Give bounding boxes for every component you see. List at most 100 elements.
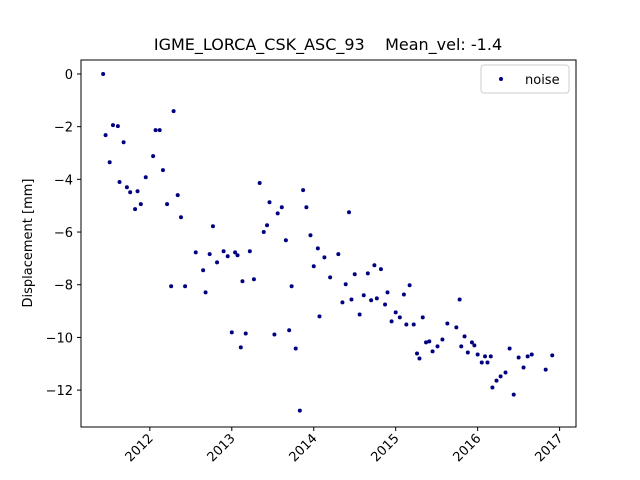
point xyxy=(393,310,398,315)
point xyxy=(462,334,467,339)
point xyxy=(404,322,409,327)
point xyxy=(275,211,280,216)
point xyxy=(272,332,277,337)
point xyxy=(494,378,499,383)
point xyxy=(135,189,140,194)
point xyxy=(283,238,288,243)
point xyxy=(498,374,503,379)
point xyxy=(457,297,462,302)
point xyxy=(115,124,120,129)
point xyxy=(511,392,516,397)
point xyxy=(490,385,495,390)
point xyxy=(143,175,148,180)
point xyxy=(525,354,530,359)
point xyxy=(336,252,341,257)
point xyxy=(311,264,316,269)
point xyxy=(240,279,245,284)
point xyxy=(151,154,156,159)
point xyxy=(265,223,270,228)
point xyxy=(454,325,459,330)
point xyxy=(238,345,243,350)
point xyxy=(153,128,158,133)
point xyxy=(235,253,240,258)
point xyxy=(343,282,348,287)
point xyxy=(472,343,477,348)
point xyxy=(529,352,534,357)
point xyxy=(251,277,256,282)
point xyxy=(165,202,170,207)
point xyxy=(365,271,370,276)
point xyxy=(243,331,248,336)
point xyxy=(346,210,351,215)
point xyxy=(459,344,464,349)
point xyxy=(133,207,138,212)
point xyxy=(383,302,388,307)
point xyxy=(372,263,377,268)
point xyxy=(315,246,320,251)
point xyxy=(178,215,183,220)
point xyxy=(225,254,230,259)
point xyxy=(175,193,180,198)
point xyxy=(121,140,126,145)
point xyxy=(445,321,450,326)
point xyxy=(411,322,416,327)
point xyxy=(301,188,306,193)
point xyxy=(101,71,106,76)
point xyxy=(550,353,555,358)
point xyxy=(407,283,412,288)
point xyxy=(349,297,354,302)
point xyxy=(160,168,165,173)
point xyxy=(440,337,445,342)
point xyxy=(485,360,490,365)
point xyxy=(483,354,488,359)
point xyxy=(289,284,294,289)
point xyxy=(357,312,362,317)
point xyxy=(420,315,425,320)
point xyxy=(207,252,212,257)
point xyxy=(469,340,474,345)
point xyxy=(201,268,206,273)
point xyxy=(233,250,238,255)
point xyxy=(229,330,234,335)
y-axis-label: Displacement [mm] xyxy=(21,179,36,308)
point xyxy=(397,315,402,320)
point xyxy=(352,272,357,277)
point xyxy=(210,224,215,229)
point xyxy=(401,292,406,297)
point xyxy=(543,367,548,372)
point xyxy=(267,200,272,205)
point xyxy=(317,314,322,319)
point xyxy=(247,249,252,254)
point xyxy=(340,300,345,305)
y-tick-label: −4 xyxy=(54,173,73,188)
point xyxy=(293,346,298,351)
point xyxy=(369,298,374,303)
point xyxy=(193,250,198,255)
point xyxy=(415,351,420,356)
plot-frame xyxy=(80,59,577,428)
point xyxy=(374,296,379,301)
point xyxy=(287,328,292,333)
point xyxy=(261,230,266,235)
y-tick-label: 0 xyxy=(65,68,73,83)
point xyxy=(257,181,262,186)
point xyxy=(385,290,390,295)
point xyxy=(424,340,429,345)
point xyxy=(322,255,327,260)
legend-label: noise xyxy=(525,73,560,88)
point xyxy=(308,233,313,238)
point xyxy=(183,284,188,289)
y-tick-label: −12 xyxy=(46,384,73,399)
point xyxy=(124,185,129,190)
point xyxy=(361,293,366,298)
point xyxy=(521,365,526,370)
point xyxy=(430,349,435,354)
point xyxy=(203,290,208,295)
point xyxy=(389,319,394,324)
point xyxy=(475,352,480,357)
point xyxy=(110,123,115,128)
point xyxy=(488,354,493,359)
legend-box xyxy=(480,64,570,94)
point xyxy=(157,128,162,133)
